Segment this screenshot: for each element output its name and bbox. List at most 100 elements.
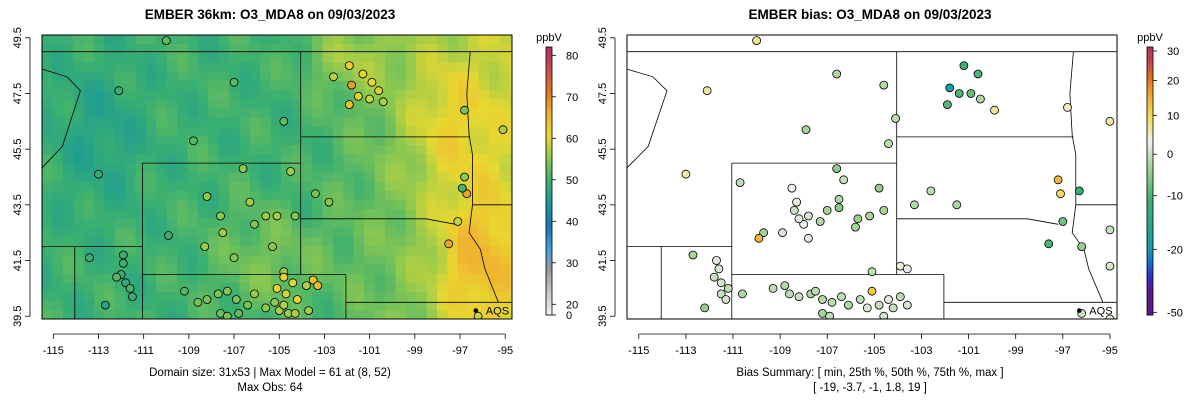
colorbar-swatch <box>546 189 552 193</box>
heatmap-cell <box>291 181 303 191</box>
heatmap-cell <box>489 309 500 319</box>
heatmap-cell <box>416 80 428 90</box>
heatmap-cell <box>187 43 199 54</box>
heatmap-cell <box>364 135 376 145</box>
heatmap-cell <box>447 126 459 136</box>
heatmap-cell <box>499 254 511 265</box>
heatmap-cell <box>426 217 438 228</box>
heatmap-cell <box>395 61 407 72</box>
heatmap-cell <box>62 52 74 63</box>
observation-point <box>222 311 232 319</box>
heatmap-cell <box>42 190 53 201</box>
heatmap-cell <box>104 245 116 256</box>
heatmap-cell <box>291 254 303 265</box>
heatmap-cell <box>499 80 511 90</box>
heatmap-cell <box>52 208 64 219</box>
heatmap-cell <box>437 227 448 237</box>
colorbar-swatch <box>1147 160 1153 164</box>
heatmap-cell <box>177 291 189 302</box>
heatmap-cell <box>125 208 137 219</box>
heatmap-cell <box>83 263 95 274</box>
heatmap-cell <box>239 52 251 63</box>
heatmap-cell <box>114 61 126 72</box>
heatmap-cell <box>301 291 313 302</box>
colorbar-swatch <box>1147 109 1153 113</box>
heatmap-cell <box>385 181 396 191</box>
heatmap-cell <box>249 199 261 210</box>
heatmap-cell <box>125 181 137 191</box>
y-tick-label: 45.5 <box>12 138 24 159</box>
heatmap-cell <box>322 153 334 164</box>
heatmap-cell <box>177 61 189 72</box>
heatmap-cell <box>468 35 480 44</box>
heatmap-cell <box>94 309 105 319</box>
heatmap-cell <box>73 135 85 145</box>
heatmap-cell <box>426 43 438 54</box>
observation-point <box>799 219 809 229</box>
colorbar-swatch <box>1147 245 1153 249</box>
heatmap-cell <box>187 245 199 256</box>
heatmap-cell <box>499 35 511 44</box>
observation-point <box>161 36 171 45</box>
heatmap-cell <box>52 309 64 319</box>
heatmap-cell <box>218 162 230 173</box>
colorbar-swatch <box>546 290 552 294</box>
heatmap-cell <box>166 227 178 237</box>
heatmap-cell <box>249 254 261 265</box>
heatmap-cell <box>457 43 469 54</box>
heatmap-cell <box>187 300 199 311</box>
heatmap-cell <box>281 126 293 136</box>
heatmap-cell <box>239 80 251 90</box>
heatmap-cell <box>426 282 438 292</box>
heatmap-cell <box>73 52 85 63</box>
heatmap-cell <box>447 199 459 210</box>
heatmap-cell <box>291 300 303 311</box>
heatmap-cell <box>364 116 376 127</box>
heatmap-cell <box>62 116 74 127</box>
heatmap-cell <box>270 153 282 164</box>
heatmap-cell <box>94 52 105 63</box>
site-label: AQS <box>1089 306 1112 318</box>
heatmap-cell <box>437 273 448 283</box>
heatmap-cell <box>135 89 147 100</box>
heatmap-cell <box>260 263 272 274</box>
colorbar-swatch <box>1147 185 1153 189</box>
heatmap-cell <box>145 208 157 219</box>
colorbar-swatch <box>1147 288 1153 291</box>
observation-point <box>118 258 128 268</box>
heatmap-cell <box>52 153 64 164</box>
heatmap-cell <box>426 300 438 311</box>
heatmap-cell <box>104 107 116 118</box>
heatmap-cell <box>447 208 459 219</box>
x-tick-label: -95 <box>1102 345 1118 357</box>
heatmap-cell <box>364 181 376 191</box>
colorbar-swatch <box>546 272 552 276</box>
heatmap-cell <box>312 300 324 311</box>
heatmap-cell <box>499 291 511 302</box>
y-tick-label: 41.5 <box>597 250 609 271</box>
heatmap-cell <box>343 236 355 247</box>
observation-point <box>945 83 955 93</box>
heatmap-cell <box>52 107 64 118</box>
heatmap-cell <box>405 273 417 283</box>
heatmap-cell <box>83 300 95 311</box>
heatmap-cell <box>385 199 396 210</box>
heatmap-cell <box>229 172 241 182</box>
heatmap-cell <box>62 300 74 311</box>
observation-point <box>279 300 289 310</box>
observation-point <box>1044 239 1054 249</box>
heatmap-cell <box>489 254 500 265</box>
heatmap-cell <box>395 217 407 228</box>
heatmap-cell <box>478 116 490 127</box>
heatmap-cell <box>468 291 480 302</box>
colorbar-swatch <box>546 62 552 66</box>
colorbar-swatch <box>546 125 552 128</box>
heatmap-cell <box>270 199 282 210</box>
colorbar-swatch <box>546 288 552 291</box>
colorbar-swatch <box>546 96 552 99</box>
heatmap-cell <box>125 153 137 164</box>
colorbar-tick-label: 80 <box>566 50 578 62</box>
colorbar-swatch <box>1147 279 1153 282</box>
colorbar-swatch <box>546 118 552 122</box>
observation-point <box>94 169 103 179</box>
